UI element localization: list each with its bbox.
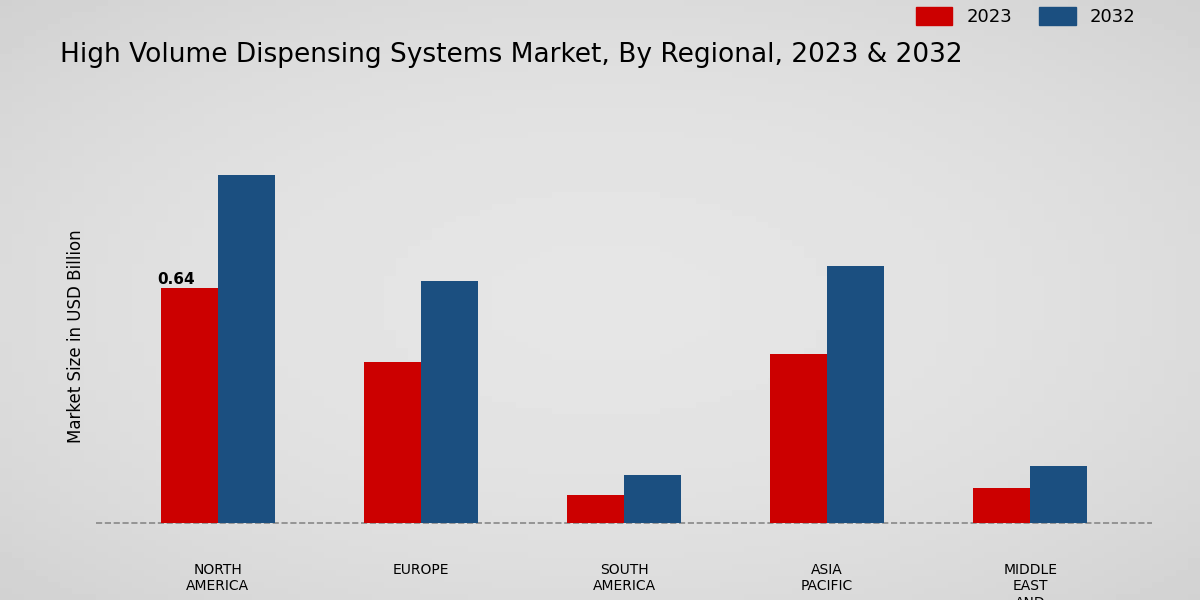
Bar [973, 488, 1030, 523]
Text: 0.64: 0.64 [157, 272, 194, 287]
Bar [161, 289, 218, 523]
Bar [827, 266, 884, 523]
Legend: 2023, 2032: 2023, 2032 [908, 0, 1142, 33]
Bar [218, 175, 275, 523]
Bar [421, 281, 478, 523]
Bar [1030, 466, 1087, 523]
Bar [624, 475, 680, 523]
Text: High Volume Dispensing Systems Market, By Regional, 2023 & 2032: High Volume Dispensing Systems Market, B… [60, 42, 962, 68]
Bar [364, 362, 421, 523]
Bar [770, 355, 827, 523]
Bar [568, 495, 624, 523]
Y-axis label: Market Size in USD Billion: Market Size in USD Billion [67, 229, 85, 443]
